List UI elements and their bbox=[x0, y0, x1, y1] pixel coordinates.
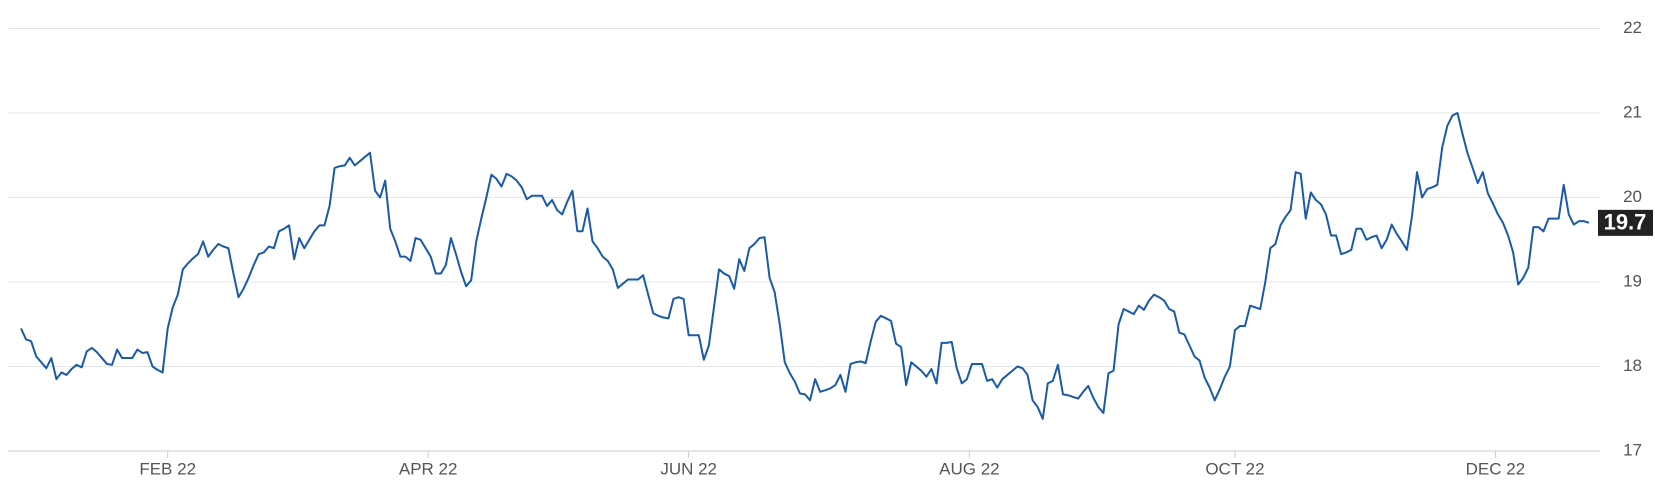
x-tick-label: FEB 22 bbox=[139, 459, 196, 478]
x-tick-label: AUG 22 bbox=[939, 459, 999, 478]
y-tick-label: 21 bbox=[1623, 102, 1642, 121]
y-tick-label: 22 bbox=[1623, 18, 1642, 37]
y-tick-label: 18 bbox=[1623, 356, 1642, 375]
last-value-box bbox=[1598, 209, 1653, 236]
x-tick-label: DEC 22 bbox=[1466, 459, 1526, 478]
last-value-label: 19.7 bbox=[1604, 210, 1647, 235]
x-tick-label: APR 22 bbox=[399, 459, 458, 478]
x-tick-label: JUN 22 bbox=[660, 459, 717, 478]
y-tick-label: 20 bbox=[1623, 187, 1642, 206]
line bbox=[20, 112, 1590, 420]
y-tick-label: 17 bbox=[1623, 440, 1642, 459]
y-tick-label: 19 bbox=[1623, 271, 1642, 290]
x-tick-label: OCT 22 bbox=[1205, 459, 1264, 478]
